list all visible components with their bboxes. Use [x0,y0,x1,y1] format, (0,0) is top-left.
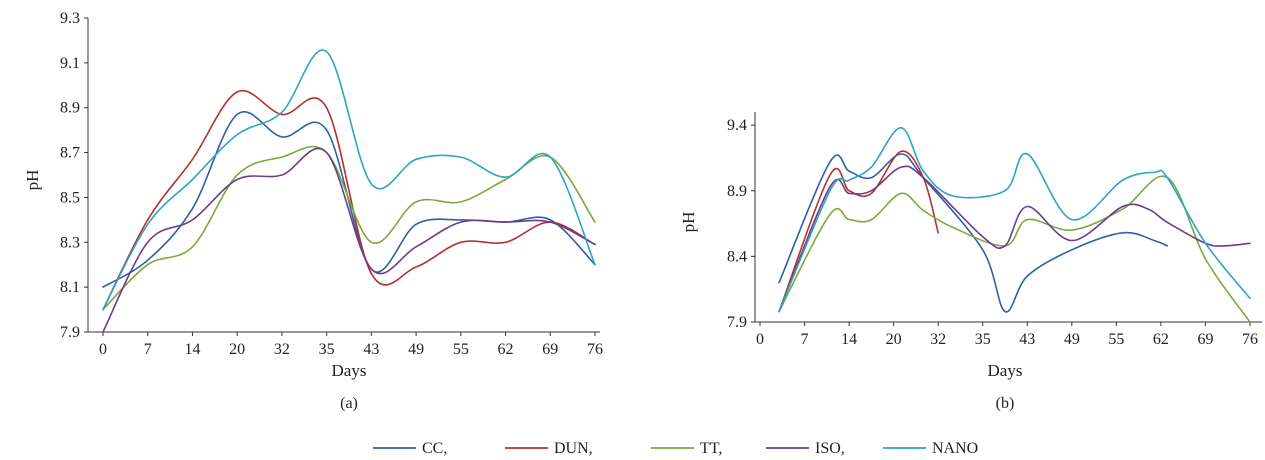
panel-b-chart: 7.9 8.4 8.9 9.4 0 7 14 20 32 35 43 49 55 62 69 76 pH Days… [679,112,1262,412]
panel-a-x-tick-label: 14 [184,341,200,358]
panel-a-x-tick-label: 55 [453,341,469,358]
panel-a-y-tick-label: 7.9 [60,324,80,341]
panel-b-x-tick-label: 20 [886,331,902,348]
panel-b-x-tick-label: 32 [930,331,946,348]
panel-b-x-tick-label: 49 [1064,331,1080,348]
panel-b-x-tick-label: 43 [1019,331,1035,348]
legend-label-tt: TT, [700,440,722,457]
legend-label-cc: CC, [422,440,447,457]
panel-a-x-axis-title: Days [332,361,367,380]
panel-b-x-axis-title: Days [988,361,1023,380]
legend-label-nano: NANO [932,440,978,457]
panel-a-x-tick-label: 32 [274,341,290,358]
panel-a-series-dun [102,89,596,311]
panel-b-x-tick-label: 76 [1242,331,1258,348]
panel-b-y-tick-label: 9.4 [727,117,747,134]
panel-a-y-tick-label: 8.1 [60,279,80,296]
panel-a-x-tick-label: 62 [498,341,514,358]
panel-b-y-axis-title: pH [679,212,698,233]
panel-b-x-tick-label: 35 [975,331,991,348]
panel-b-x-tick-label: 14 [841,331,857,348]
panel-a-y-tick-label: 8.3 [60,234,80,251]
panel-a-chart: 7.9 8.1 8.3 8.5 8.7 8.9 9.1 9.3 0 7 14 20 32 35 43 49 55… [23,10,603,412]
panel-b-series-cc [778,153,1169,313]
panel-a-x-tick-label: 7 [144,341,152,358]
panel-b-x-tick-label: 0 [756,331,764,348]
panel-a-series-tt [102,145,596,311]
panel-b-x-tick-label: 55 [1108,331,1124,348]
panel-b-y-tick-label: 8.9 [727,183,747,200]
panel-a-x-tick-label: 76 [587,341,603,358]
panel-a-x-tick-label: 35 [319,341,335,358]
panel-a-y-tick-label: 8.7 [60,145,80,162]
legend-label-iso: ISO, [815,440,845,457]
panel-a-y-tick-label: 9.1 [60,55,80,72]
panel-a-series-nano [102,49,596,311]
panel-a-x-tick-label: 0 [99,341,107,358]
panel-b-label: (b) [996,395,1015,412]
panel-b-series-iso [778,165,1251,313]
panel-b-x-tick-label: 69 [1197,331,1213,348]
panel-b-x-tick-label: 7 [801,331,809,348]
panel-a-y-tick-label: 8.5 [60,189,80,206]
panel-a-x-tick-label: 49 [408,341,424,358]
panel-a-label: (a) [340,395,358,412]
panel-a-series-iso [102,147,596,333]
panel-b-y-tick-label: 7.9 [727,314,747,331]
panel-a-y-axis-title: pH [23,170,42,191]
panel-a-x-tick-label: 69 [542,341,558,358]
panel-a-x-tick-label: 43 [363,341,379,358]
panel-b-y-tick-label: 8.4 [727,248,747,265]
panel-b-series-nano [778,126,1251,313]
panel-b-x-tick-label: 62 [1153,331,1169,348]
legend-label-dun: DUN, [554,440,593,457]
panel-a-y-tick-label: 8.9 [60,100,80,117]
panel-a-x-tick-label: 20 [229,341,245,358]
legend: CC, DUN, TT, ISO, NANO [373,440,978,457]
panel-a-y-tick-label: 9.3 [60,10,80,27]
